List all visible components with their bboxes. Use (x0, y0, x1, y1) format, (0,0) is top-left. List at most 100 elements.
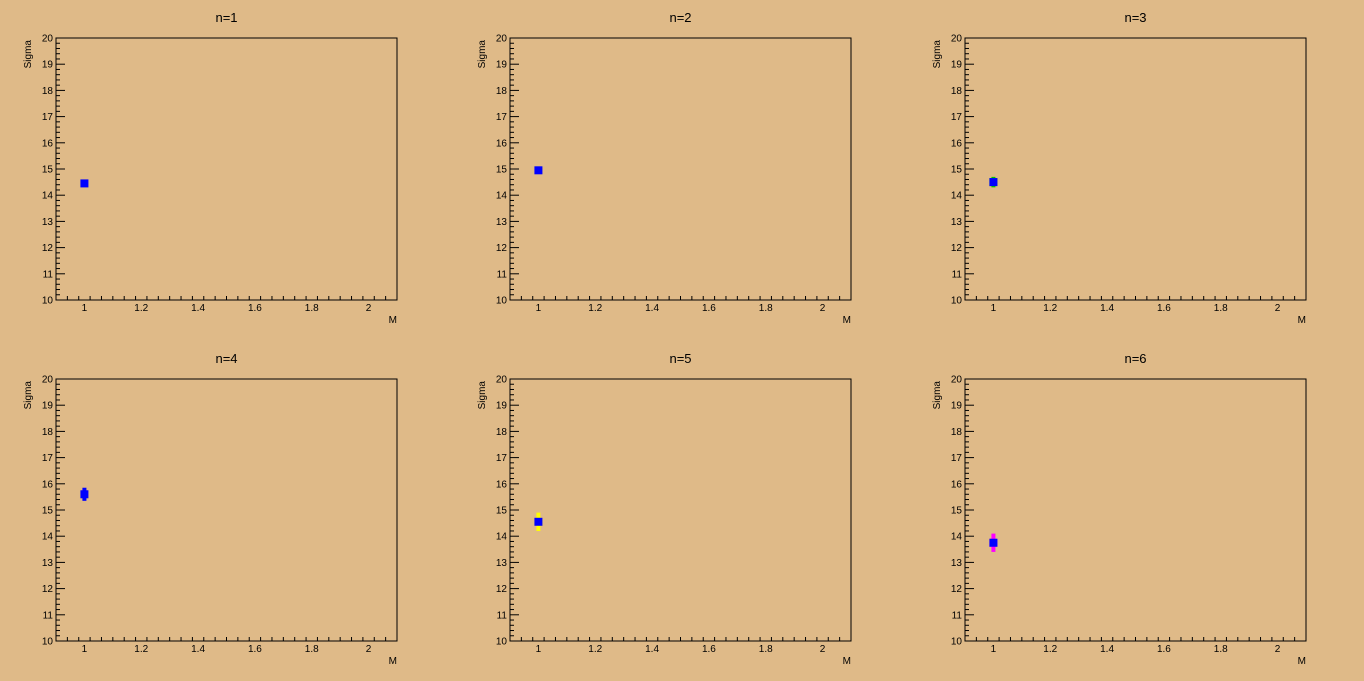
y-tick-label: 17 (42, 112, 54, 123)
chart-panel-1: n=1 10 11 12 13 14 15 16 17 18 19 20 1 1.2 1.4 1.6 1.8 2 M… (23, 10, 398, 326)
x-tick-label: 1.4 (645, 644, 659, 655)
x-axis-label: M (389, 315, 397, 326)
chart-panel-3: n=3 10 11 12 13 14 15 16 17 18 19 20 1 1.2 1.4 1.6 1.8 2 M… (932, 10, 1307, 326)
x-tick-label: 2 (1275, 644, 1281, 655)
y-tick-label: 12 (496, 584, 508, 595)
x-tick-label: 1.4 (191, 644, 205, 655)
y-tick-label: 18 (42, 427, 54, 438)
y-tick-label: 10 (951, 637, 963, 648)
x-tick-label: 1 (82, 303, 88, 314)
y-tick-label: 17 (42, 453, 54, 464)
data-point (989, 538, 998, 547)
y-tick-label: 10 (42, 637, 54, 648)
x-tick-label: 1.6 (702, 303, 716, 314)
y-tick-label: 19 (42, 60, 54, 71)
y-tick-label: 20 (496, 375, 508, 386)
y-tick-label: 20 (496, 34, 508, 45)
y-tick-label: 16 (42, 479, 54, 490)
y-tick-label: 19 (951, 60, 963, 71)
x-tick-label: 1.8 (759, 303, 773, 314)
y-tick-label: 11 (952, 610, 963, 621)
y-tick-label: 16 (42, 138, 54, 149)
x-tick-label: 1.6 (702, 644, 716, 655)
x-tick-label: 1.8 (1214, 303, 1228, 314)
x-tick-label: 1.6 (248, 303, 262, 314)
x-tick-label: 2 (366, 644, 372, 655)
chart-panel-4: n=4 10 11 12 13 14 15 16 17 18 19 20 1 1.2 1.4 1.6 1.8 2 M… (23, 351, 398, 667)
y-tick-label: 17 (951, 112, 963, 123)
y-tick-label: 12 (42, 584, 54, 595)
x-axis-label: M (843, 315, 851, 326)
y-tick-label: 16 (496, 138, 508, 149)
x-tick-label: 1.8 (305, 644, 319, 655)
chart-title: n=1 (215, 10, 237, 25)
y-axis-label: Sigma (23, 40, 34, 69)
y-tick-label: 19 (496, 60, 508, 71)
y-tick-label: 15 (42, 165, 54, 176)
y-tick-label: 10 (951, 296, 963, 307)
data-point (534, 517, 543, 526)
y-tick-label: 13 (951, 217, 963, 228)
y-tick-label: 15 (951, 165, 963, 176)
y-axis-label: Sigma (932, 40, 943, 69)
x-tick-label: 2 (820, 644, 826, 655)
y-tick-label: 13 (951, 558, 963, 569)
x-tick-label: 1.4 (191, 303, 205, 314)
plot-frame (55, 378, 398, 642)
x-tick-label: 1.4 (645, 303, 659, 314)
y-tick-label: 10 (496, 637, 508, 648)
y-tick-label: 15 (42, 506, 54, 517)
data-point (989, 178, 998, 187)
plot-frame (55, 37, 398, 301)
x-tick-label: 1.6 (1157, 303, 1171, 314)
x-axis-label: M (1298, 315, 1306, 326)
y-tick-label: 14 (951, 191, 963, 202)
y-tick-label: 19 (951, 401, 963, 412)
y-tick-label: 20 (951, 34, 963, 45)
x-tick-label: 1 (991, 644, 997, 655)
y-tick-label: 20 (42, 34, 54, 45)
y-tick-label: 15 (496, 165, 508, 176)
chart-title: n=2 (669, 10, 691, 25)
data-point (80, 179, 89, 188)
y-tick-label: 18 (496, 427, 508, 438)
y-tick-label: 13 (42, 217, 54, 228)
y-tick-label: 18 (951, 427, 963, 438)
y-tick-label: 10 (42, 296, 54, 307)
y-tick-label: 20 (42, 375, 54, 386)
y-tick-label: 14 (42, 191, 54, 202)
y-tick-label: 17 (496, 453, 508, 464)
chart-title: n=5 (669, 351, 691, 366)
chart-title: n=6 (1124, 351, 1146, 366)
x-tick-label: 2 (366, 303, 372, 314)
chart-title: n=4 (215, 351, 237, 366)
y-tick-label: 14 (951, 532, 963, 543)
y-axis-label: Sigma (23, 381, 34, 410)
y-tick-label: 12 (951, 243, 963, 254)
x-tick-label: 1 (991, 303, 997, 314)
chart-panel-2: n=2 10 11 12 13 14 15 16 17 18 19 20 1 1.2 1.4 1.6 1.8 2 M… (477, 10, 852, 326)
data-point (534, 166, 543, 175)
x-axis-label: M (1298, 656, 1306, 667)
y-tick-label: 11 (43, 269, 54, 280)
y-tick-label: 18 (42, 86, 54, 97)
y-tick-label: 11 (497, 269, 508, 280)
x-tick-label: 1.8 (759, 644, 773, 655)
y-tick-label: 13 (496, 217, 508, 228)
plot-frame (509, 378, 852, 642)
y-tick-label: 19 (496, 401, 508, 412)
x-tick-label: 1.6 (1157, 644, 1171, 655)
x-tick-label: 1 (536, 644, 542, 655)
y-tick-label: 18 (951, 86, 963, 97)
y-tick-label: 12 (496, 243, 508, 254)
chart-panel-6: n=6 10 11 12 13 14 15 16 17 18 19 20 1 1.2 1.4 1.6 1.8 2 M… (932, 351, 1307, 667)
x-tick-label: 1.2 (1043, 303, 1057, 314)
y-tick-label: 11 (952, 269, 963, 280)
data-point (80, 490, 89, 499)
y-tick-label: 10 (496, 296, 508, 307)
y-tick-label: 12 (42, 243, 54, 254)
x-axis-label: M (389, 656, 397, 667)
x-tick-label: 1.2 (134, 644, 148, 655)
y-tick-label: 11 (43, 610, 54, 621)
x-tick-label: 1.2 (588, 303, 602, 314)
